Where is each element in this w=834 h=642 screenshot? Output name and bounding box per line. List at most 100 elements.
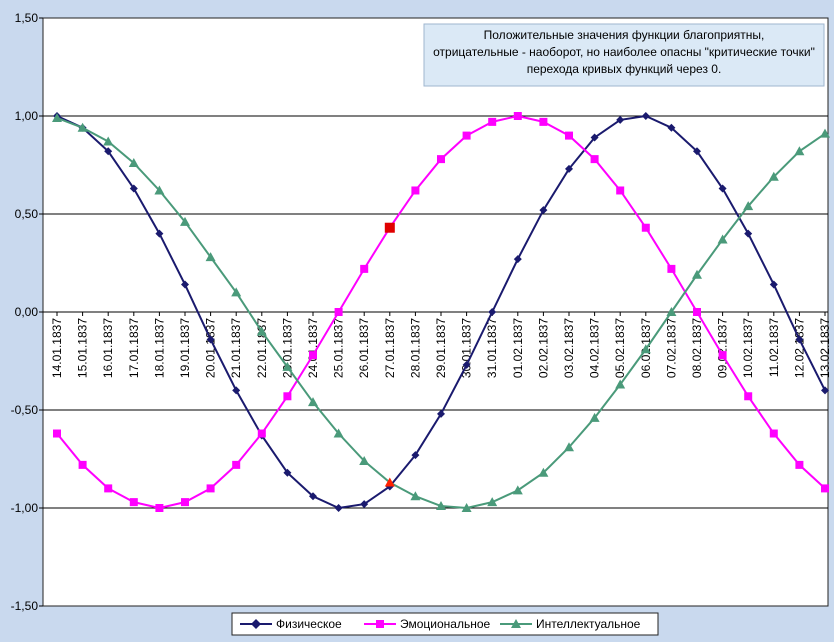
data-point xyxy=(104,147,113,156)
x-tick-label: 25.01.1837 xyxy=(332,318,346,378)
data-point xyxy=(411,451,420,460)
data-point xyxy=(437,155,445,164)
x-tick-label: 29.01.1837 xyxy=(434,318,448,378)
data-point xyxy=(538,467,549,477)
data-point xyxy=(103,136,114,146)
data-point xyxy=(359,455,370,465)
annotation-line-2: отрицательные - наоборот, но наиболее оп… xyxy=(433,45,815,59)
data-point xyxy=(180,216,190,226)
data-point xyxy=(232,386,241,395)
data-point xyxy=(641,223,650,232)
data-point xyxy=(539,117,548,126)
data-point xyxy=(564,442,574,452)
data-point xyxy=(334,308,343,316)
legend-item-intellectual: Интеллектуальное xyxy=(500,617,641,631)
x-tick-label: 28.01.1837 xyxy=(408,318,422,378)
y-tick-label: 0,50 xyxy=(15,207,39,221)
data-point xyxy=(436,501,446,511)
data-point xyxy=(744,392,753,401)
data-point xyxy=(487,497,498,507)
data-point xyxy=(693,147,701,156)
data-point xyxy=(769,429,778,438)
y-tick-label: 1,50 xyxy=(15,11,39,25)
series-1 xyxy=(53,112,829,512)
x-tick-label: 16.01.1837 xyxy=(101,318,115,378)
highlighted-point xyxy=(384,222,395,233)
data-point xyxy=(231,287,242,297)
series-2 xyxy=(53,112,829,512)
data-point xyxy=(461,503,472,512)
x-tick-label: 22.01.1837 xyxy=(255,318,269,378)
data-point xyxy=(360,500,369,509)
legend-emotional-marker xyxy=(376,620,384,628)
data-point xyxy=(155,229,164,238)
data-point xyxy=(437,409,445,418)
x-tick-label: 13.02.1837 xyxy=(818,318,832,378)
data-point xyxy=(666,307,677,316)
legend-intellectual-label: Интеллектуальное xyxy=(536,617,641,631)
data-point xyxy=(309,492,317,501)
data-point xyxy=(667,264,676,273)
legend-physical-marker xyxy=(251,619,261,629)
data-point xyxy=(104,484,113,493)
x-axis-ticks: 14.01.1837 15.01.1837 16.01.1837 17.01.1837… xyxy=(50,312,832,378)
data-point xyxy=(53,429,61,438)
y-tick-label: -0,50 xyxy=(11,403,39,417)
data-point xyxy=(539,206,548,215)
legend-box xyxy=(231,612,659,636)
data-point xyxy=(616,115,625,124)
data-point xyxy=(52,112,62,122)
data-point xyxy=(820,128,830,138)
data-point xyxy=(667,123,676,132)
data-point xyxy=(565,131,573,140)
data-point xyxy=(129,498,138,507)
data-point xyxy=(565,164,573,173)
data-point xyxy=(309,351,317,360)
data-point xyxy=(590,133,599,142)
x-tick-label: 21.01.1837 xyxy=(229,318,243,378)
annotation-line-1: Положительные значения функции благоприя… xyxy=(484,28,765,42)
data-point xyxy=(744,229,753,238)
data-point xyxy=(589,412,600,422)
data-point xyxy=(206,335,215,344)
data-point xyxy=(795,460,804,469)
data-point xyxy=(513,255,522,264)
data-point xyxy=(283,392,292,401)
data-point xyxy=(692,269,702,279)
x-tick-label: 14.01.1837 xyxy=(50,318,64,378)
data-point xyxy=(615,379,626,389)
data-point xyxy=(794,146,805,156)
y-tick-label: -1,50 xyxy=(11,599,39,613)
x-tick-label: 26.01.1837 xyxy=(357,318,371,378)
y-tick-label: 0,00 xyxy=(15,305,39,319)
x-tick-label: 04.02.1837 xyxy=(588,318,602,378)
data-point xyxy=(462,131,471,140)
data-point xyxy=(795,335,804,344)
data-point xyxy=(513,112,522,120)
data-point xyxy=(693,308,701,316)
x-tick-label: 18.01.1837 xyxy=(152,318,166,378)
data-point xyxy=(640,344,651,354)
x-tick-label: 30.01.1837 xyxy=(460,318,474,378)
x-tick-label: 02.02.1837 xyxy=(536,318,550,378)
data-point xyxy=(257,429,266,438)
data-point xyxy=(462,360,471,369)
data-point xyxy=(206,484,215,493)
data-point xyxy=(821,484,829,493)
x-tick-label: 27.01.1837 xyxy=(383,318,397,378)
data-point xyxy=(769,280,778,289)
data-point xyxy=(590,155,599,164)
series-3 xyxy=(52,112,830,512)
data-point xyxy=(181,280,189,289)
data-point xyxy=(155,504,164,512)
data-point xyxy=(641,112,650,120)
x-tick-label: 05.02.1837 xyxy=(613,318,627,378)
data-point xyxy=(128,158,139,168)
x-tick-label: 24.01.1837 xyxy=(306,318,320,378)
data-point xyxy=(411,186,420,195)
data-point xyxy=(718,351,727,360)
legend-intellectual-marker xyxy=(511,619,521,628)
y-tick-label: 1,00 xyxy=(15,109,39,123)
x-tick-label: 31.01.1837 xyxy=(485,318,499,378)
